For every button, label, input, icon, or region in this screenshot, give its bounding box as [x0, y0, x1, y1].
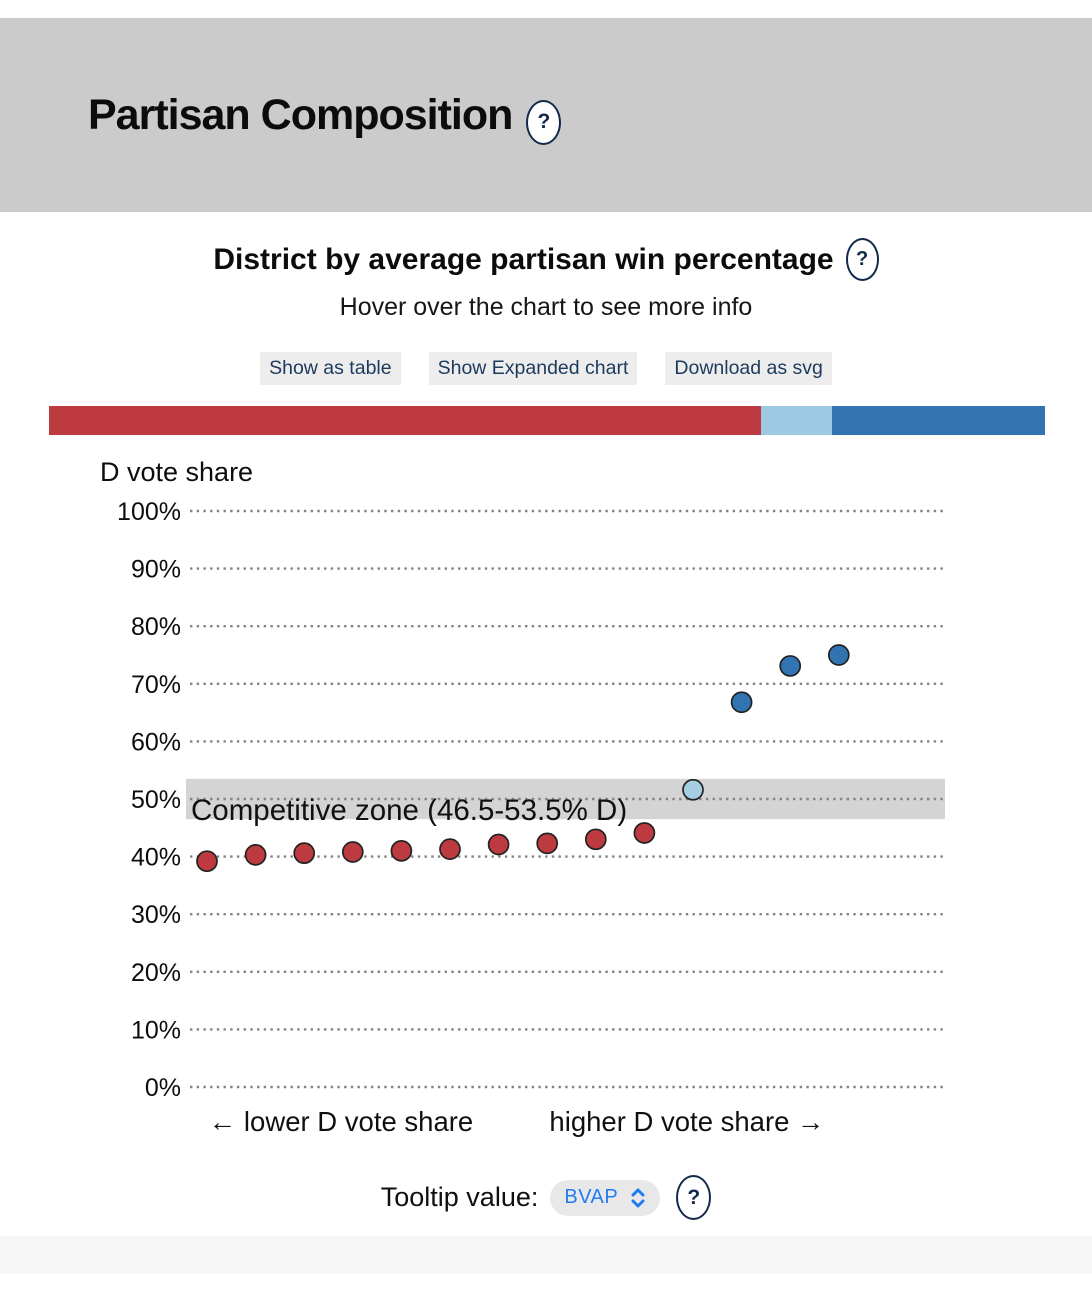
proportion-bar-segment-competitive	[761, 406, 832, 435]
proportion-bar-segment-rep-majority	[49, 406, 762, 435]
tooltip-selected-value: BVAP	[564, 1186, 619, 1208]
hover-hint-text: Hover over the chart to see more info	[339, 293, 753, 321]
district-dot-rep[interactable]	[536, 832, 559, 855]
download-as-svg-button[interactable]: Download as svg	[665, 352, 832, 385]
district-dot-rep[interactable]	[341, 841, 364, 863]
tooltip-value-label: Tooltip value:	[380, 1182, 539, 1212]
x-axis-lower-label: ← lower D vote share	[209, 1106, 473, 1137]
chart-help-icon[interactable]: ?	[845, 238, 879, 281]
y-axis-tick-label: 50%	[131, 786, 181, 814]
show-expanded-chart-button[interactable]: Show Expanded chart	[428, 352, 638, 385]
chart-actions-row: Show as table Show Expanded chart Downlo…	[0, 352, 1092, 385]
district-dot-rep[interactable]	[633, 822, 656, 844]
y-axis-tick-label: 30%	[131, 901, 181, 929]
partisan-proportion-bar	[49, 406, 1045, 435]
partisan-composition-header: Partisan Composition ?	[0, 18, 1092, 212]
y-axis-tick-label: 10%	[131, 1016, 181, 1044]
y-axis-tick-label: 70%	[131, 671, 181, 699]
district-dot-rep[interactable]	[487, 833, 510, 856]
district-dot-swing[interactable]	[682, 778, 704, 801]
y-axis-tick-label: 90%	[131, 556, 181, 584]
partisan-chart-card: District by average partisan win percent…	[0, 238, 1092, 1220]
district-dot-rep[interactable]	[584, 828, 607, 851]
bottom-strip	[0, 1236, 1092, 1274]
partisan-scatter-chart: D vote share 0% 10% 20% 30% 40% 50% 60% 70% 80% 9…	[100, 457, 945, 1137]
show-as-table-button[interactable]: Show as table	[260, 352, 401, 385]
district-dot-dem[interactable]	[779, 655, 802, 677]
y-axis-tick-label: 60%	[131, 728, 181, 756]
district-dot-rep[interactable]	[439, 838, 461, 860]
district-dot-dem[interactable]	[827, 644, 850, 666]
district-dots-layer	[196, 644, 850, 873]
district-dot-rep[interactable]	[390, 839, 413, 862]
tooltip-value-select[interactable]: BVAP	[550, 1179, 661, 1216]
chart-title: District by average partisan win percent…	[213, 242, 834, 276]
district-dot-rep[interactable]	[244, 844, 267, 866]
help-icon[interactable]: ?	[526, 99, 562, 145]
chart-subtitle-row: District by average partisan win percent…	[0, 238, 1092, 281]
tooltip-help-icon[interactable]: ?	[676, 1175, 712, 1220]
district-dot-dem[interactable]	[730, 691, 753, 714]
y-axis-title: D vote share	[100, 457, 253, 487]
district-dot-rep[interactable]	[293, 842, 316, 864]
gridline-layer: 0% 10% 20% 30% 40% 50% 60% 70% 80% 90% 100%	[117, 498, 943, 1102]
y-axis-tick-label: 100%	[117, 498, 181, 526]
page-title: Partisan Composition	[88, 90, 513, 139]
y-axis-tick-label: 0%	[145, 1074, 181, 1102]
x-axis-higher-label: higher D vote share →	[549, 1106, 824, 1137]
district-dot-rep[interactable]	[196, 850, 218, 873]
tooltip-control-row: Tooltip value: BVAP ?	[0, 1175, 1092, 1220]
y-axis-tick-label: 40%	[131, 844, 181, 872]
y-axis-tick-label: 80%	[131, 613, 181, 641]
competitive-zone-label: Competitive zone (46.5-53.5% D)	[191, 794, 627, 827]
y-axis-tick-label: 20%	[131, 959, 181, 987]
select-chevrons-icon	[631, 1188, 645, 1207]
proportion-bar-segment-dem-majority	[831, 406, 1045, 435]
